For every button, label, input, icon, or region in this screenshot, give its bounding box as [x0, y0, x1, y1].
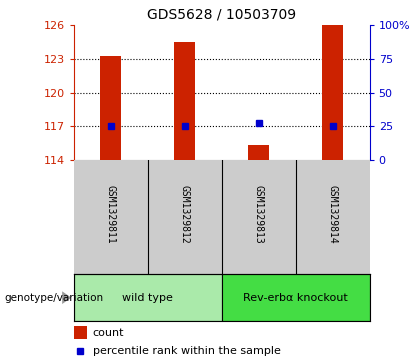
Title: GDS5628 / 10503709: GDS5628 / 10503709 — [147, 8, 296, 21]
Bar — [322, 25, 343, 160]
Bar — [222, 274, 370, 321]
Text: count: count — [93, 327, 124, 338]
Text: percentile rank within the sample: percentile rank within the sample — [93, 346, 281, 356]
Bar — [174, 42, 195, 160]
Bar — [248, 145, 269, 160]
Bar — [74, 326, 87, 339]
Text: genotype/variation: genotype/variation — [4, 293, 103, 303]
Bar — [74, 274, 222, 321]
Text: GSM1329814: GSM1329814 — [328, 185, 338, 244]
Text: GSM1329813: GSM1329813 — [254, 185, 264, 244]
Text: GSM1329812: GSM1329812 — [179, 185, 189, 244]
Bar — [100, 56, 121, 160]
Text: Rev-erbα knockout: Rev-erbα knockout — [243, 293, 348, 303]
Text: GSM1329811: GSM1329811 — [105, 185, 116, 244]
Polygon shape — [62, 291, 71, 304]
Text: wild type: wild type — [122, 293, 173, 303]
